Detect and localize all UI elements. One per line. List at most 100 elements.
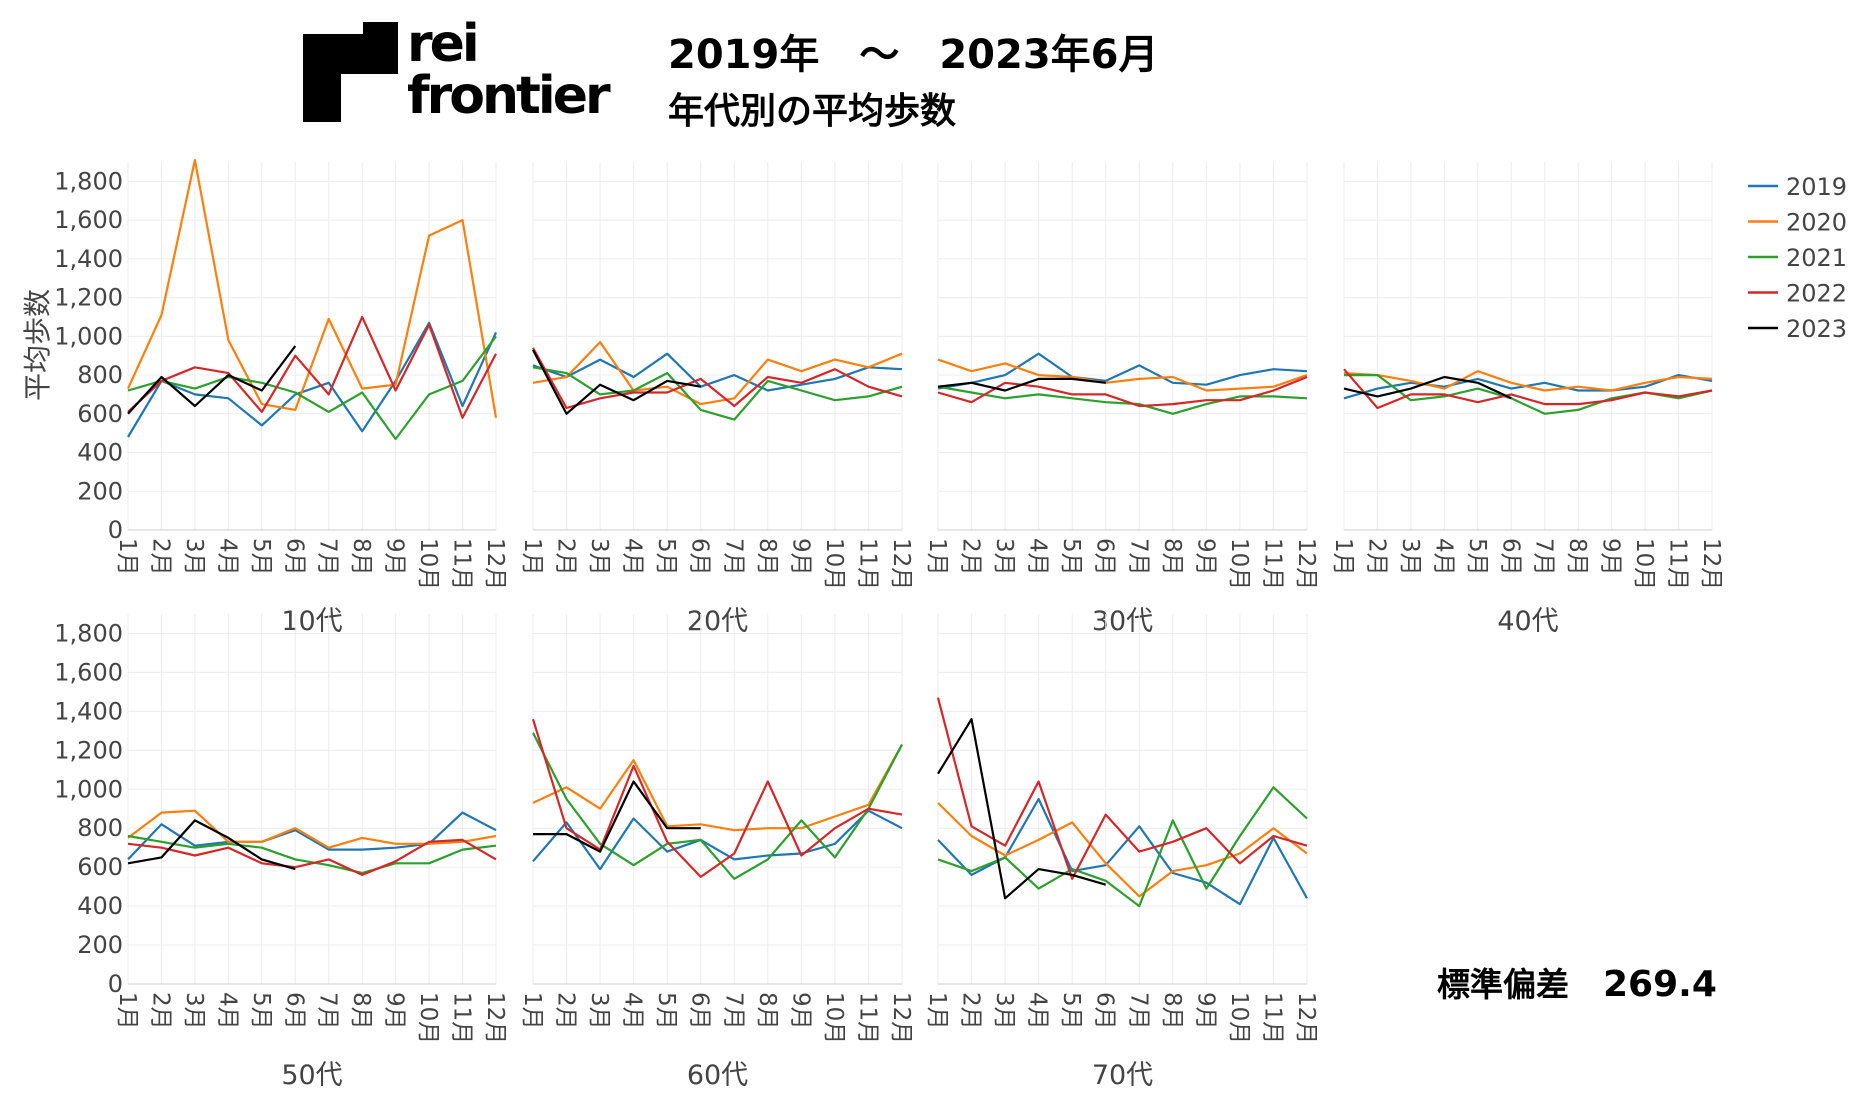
x-tick-label: 3月: [991, 992, 1017, 1030]
x-tick-label: 5月: [1058, 992, 1084, 1030]
x-tick-label: 11月: [449, 538, 475, 590]
x-tick-label: 8月: [1159, 538, 1185, 576]
x-tick-label: 5月: [1058, 538, 1084, 576]
y-tick-label: 1,600: [54, 206, 123, 234]
x-tick-label: 6月: [687, 538, 713, 576]
y-tick-label: 1,400: [54, 245, 123, 273]
x-tick-label: 10月: [415, 992, 441, 1044]
x-tick-label: 7月: [1531, 538, 1557, 576]
panel-70代: 1月 2月 3月 4月 5月 6月 7月 8月 9月 10月 11月 12月 70代: [924, 614, 1319, 1091]
legend-label-2022: 2022: [1786, 280, 1847, 308]
x-tick-label: 6月: [1092, 538, 1118, 576]
y-tick-label: 0: [108, 970, 123, 998]
brand-logo: rei frontier: [303, 18, 623, 130]
y-tick-label: 800: [77, 814, 123, 842]
x-tick-label: 1月: [1330, 538, 1356, 576]
x-tick-label: 3月: [586, 992, 612, 1030]
series-line-2021: [532, 732, 903, 880]
y-tick-label: 800: [77, 361, 123, 389]
x-tick-label: 11月: [854, 538, 880, 590]
x-tick-label: 9月: [382, 992, 408, 1030]
y-tick-label: 200: [77, 477, 123, 505]
x-tick-label: 7月: [1125, 992, 1151, 1030]
chart-subtitle: 年代別の平均歩数: [668, 91, 957, 132]
panel-20代: 1月 2月 3月 4月 5月 6月 7月 8月 9月 10月 11月 12月 20代: [519, 162, 914, 637]
x-tick-label: 4月: [214, 992, 240, 1030]
x-tick-label: 8月: [1159, 992, 1185, 1030]
x-tick-label: 1月: [114, 538, 140, 576]
x-tick-label: 3月: [991, 538, 1017, 576]
x-tick-label: 2月: [958, 992, 984, 1030]
series-line-2019: [532, 352, 903, 392]
series-line-2019: [937, 352, 1308, 390]
series-line-2023: [127, 819, 296, 871]
x-tick-label: 11月: [449, 992, 475, 1044]
panel-30代: 1月 2月 3月 4月 5月 6月 7月 8月 9月 10月 11月 12月 30代: [924, 162, 1319, 637]
x-tick-label: 2月: [958, 538, 984, 576]
x-tick-label: 9月: [382, 538, 408, 576]
y-tick-label: 0: [108, 516, 123, 544]
x-tick-label: 11月: [1665, 538, 1691, 590]
x-tick-label: 7月: [315, 992, 341, 1030]
series-line-2023: [532, 349, 701, 415]
x-tick-label: 8月: [348, 992, 374, 1030]
x-tick-label: 5月: [248, 992, 274, 1030]
x-tick-label: 12月: [888, 538, 914, 590]
x-tick-label: 2月: [147, 992, 173, 1030]
header: rei frontier 2019年 ～ 2023年6月 年代別の平均歩数: [0, 0, 1854, 140]
legend-label-2023: 2023: [1786, 315, 1847, 343]
x-tick-label: 3月: [586, 538, 612, 576]
legend: 2019 2020 2021 2022 2023: [1748, 173, 1847, 343]
x-tick-label: 4月: [1430, 538, 1456, 576]
x-tick-label: 1月: [114, 992, 140, 1030]
x-tick-label: 5月: [653, 538, 679, 576]
series-line-2020: [532, 743, 903, 832]
x-tick-label: 6月: [281, 538, 307, 576]
std-dev-label: 標準偏差: [1437, 965, 1569, 1004]
y-axis-label: 平均歩数: [21, 289, 54, 401]
series-line-2022: [1343, 368, 1713, 410]
series-line-2021: [937, 385, 1308, 415]
panel-title: 40代: [1497, 606, 1558, 637]
series-line-2022: [531, 718, 903, 879]
series-line-2022: [936, 697, 1308, 880]
x-tick-label: 5月: [1464, 538, 1490, 576]
x-tick-label: 5月: [248, 538, 274, 576]
x-tick-label: 3月: [181, 538, 207, 576]
series-line-2019: [532, 809, 903, 871]
y-tick-label: 1,400: [54, 697, 123, 725]
y-tick-label: 1,000: [54, 322, 123, 350]
panel-title: 20代: [687, 606, 748, 637]
y-tick-label: 400: [77, 892, 123, 920]
x-tick-label: 2月: [1363, 538, 1389, 576]
y-tick-label: 600: [77, 400, 123, 428]
panel-title: 50代: [281, 1060, 342, 1091]
x-tick-label: 9月: [1598, 538, 1624, 576]
x-tick-label: 9月: [1192, 992, 1218, 1030]
panel-60代: 1月 2月 3月 4月 5月 6月 7月 8月 9月 10月 11月 12月 60代: [519, 614, 914, 1091]
x-tick-label: 4月: [620, 538, 646, 576]
x-tick-label: 10月: [821, 992, 847, 1044]
panel-40代: 1月 2月 3月 4月 5月 6月 7月 8月 9月 10月 11月 12月 40代: [1330, 162, 1724, 637]
panel-title: 10代: [281, 606, 342, 637]
x-tick-label: 10月: [821, 538, 847, 590]
x-tick-label: 7月: [720, 538, 746, 576]
y-tick-label: 1,600: [54, 658, 123, 686]
x-tick-label: 6月: [281, 992, 307, 1030]
x-tick-label: 2月: [147, 538, 173, 576]
series-line-2021: [127, 335, 497, 441]
series-line-2019: [127, 321, 498, 438]
series-line-2019: [127, 811, 497, 861]
x-tick-label: 7月: [720, 992, 746, 1030]
series-line-2020: [937, 358, 1308, 392]
series-line-2020: [126, 159, 498, 418]
panel-title: 30代: [1092, 606, 1153, 637]
x-tick-label: 12月: [482, 992, 508, 1044]
series-line-2020: [532, 341, 903, 406]
x-tick-label: 9月: [787, 992, 813, 1030]
x-tick-label: 2月: [553, 538, 579, 576]
x-tick-label: 9月: [1192, 538, 1218, 576]
x-tick-label: 6月: [687, 992, 713, 1030]
y-tick-label: 600: [77, 853, 123, 881]
x-tick-label: 8月: [1564, 538, 1590, 576]
